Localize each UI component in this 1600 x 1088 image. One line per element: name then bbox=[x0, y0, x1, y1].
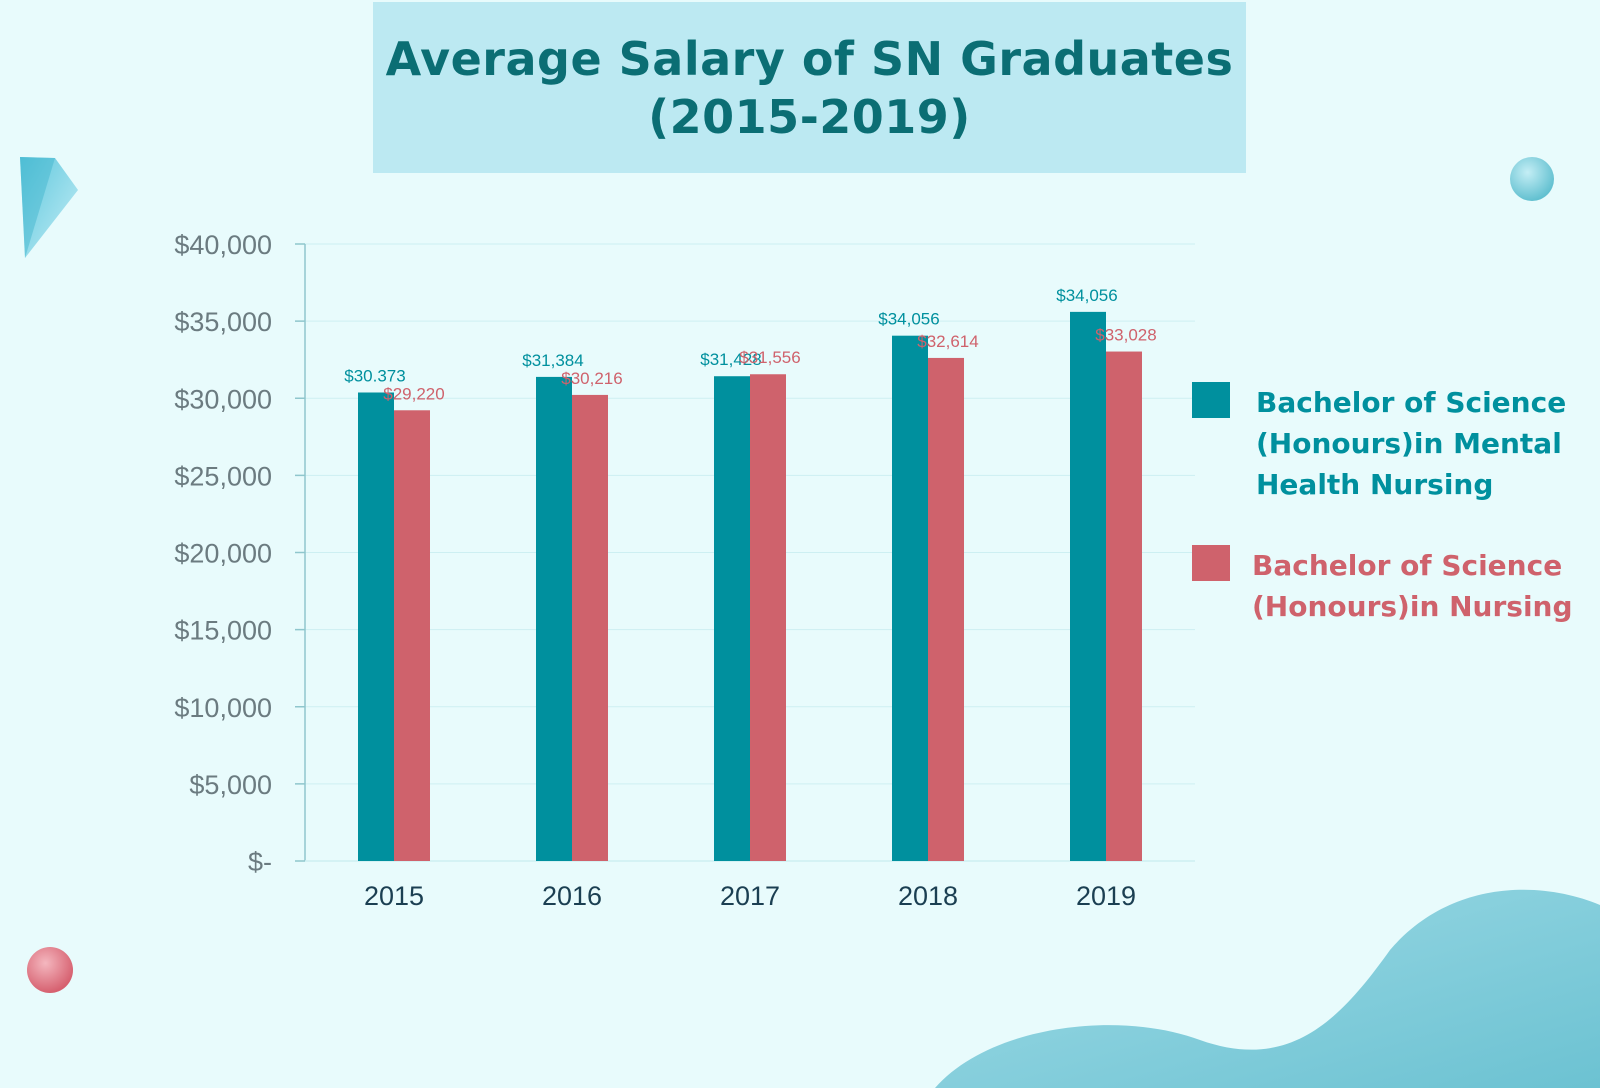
decorative-pink-ball bbox=[27, 947, 73, 993]
bar-mental-health-2017 bbox=[714, 376, 750, 861]
x-tick-label-2018: 2018 bbox=[898, 881, 958, 911]
bar-nursing-2018 bbox=[928, 358, 964, 861]
bar-mental-health-2018 bbox=[892, 336, 928, 861]
y-tick-label: $30,000 bbox=[174, 384, 272, 414]
y-tick-label: $40,000 bbox=[174, 230, 272, 260]
value-label-nursing-2018: $32,614 bbox=[917, 332, 978, 351]
legend-label-nursing: Bachelor of Science (Honours)in Nursing bbox=[1252, 545, 1582, 627]
value-label-mental-health-2016: $31,384 bbox=[522, 351, 583, 370]
x-tick-label-2016: 2016 bbox=[542, 881, 602, 911]
y-tick-label: $10,000 bbox=[174, 693, 272, 723]
value-label-mental-health-2018: $34,056 bbox=[878, 310, 939, 329]
bar-mental-health-2019 bbox=[1070, 312, 1106, 861]
bar-mental-health-2015 bbox=[358, 392, 394, 861]
bar-nursing-2017 bbox=[750, 374, 786, 861]
bars bbox=[358, 312, 1142, 861]
y-tick-label: $5,000 bbox=[189, 770, 272, 800]
y-tick-label: $35,000 bbox=[174, 307, 272, 337]
value-label-nursing-2017: $31,556 bbox=[739, 348, 800, 367]
bar-nursing-2016 bbox=[572, 395, 608, 861]
legend-swatch-mental-health bbox=[1192, 382, 1230, 418]
y-tick-labels: $- $5,000 $10,000 $15,000 $20,000 $25,000 $30,… bbox=[174, 230, 272, 877]
x-tick-label-2019: 2019 bbox=[1076, 881, 1136, 911]
bar-chart: $- $5,000 $10,000 $15,000 $20,000 $25,000 $30,… bbox=[0, 0, 1600, 1088]
bar-nursing-2015 bbox=[394, 410, 430, 861]
value-label-mental-health-2015: $30.373 bbox=[344, 366, 405, 385]
y-tick-label: $- bbox=[248, 847, 272, 877]
bar-mental-health-2016 bbox=[536, 377, 572, 861]
value-label-mental-health-2019: $34,056 bbox=[1056, 286, 1117, 305]
x-tick-label-2015: 2015 bbox=[364, 881, 424, 911]
value-label-nursing-2016: $30,216 bbox=[561, 369, 622, 388]
value-label-nursing-2015: $29,220 bbox=[383, 384, 444, 403]
y-tick-label: $25,000 bbox=[174, 461, 272, 491]
legend-item-mental-health: Bachelor of Science (Honours)in Mental H… bbox=[1192, 382, 1586, 505]
legend-swatch-nursing bbox=[1192, 545, 1230, 581]
y-tick-label: $15,000 bbox=[174, 616, 272, 646]
decorative-blue-ball bbox=[1510, 157, 1554, 201]
decorative-wave bbox=[935, 890, 1600, 1088]
bar-nursing-2019 bbox=[1106, 352, 1142, 861]
legend-item-nursing: Bachelor of Science (Honours)in Nursing bbox=[1192, 545, 1582, 627]
x-tick-label-2017: 2017 bbox=[720, 881, 780, 911]
legend-label-mental-health: Bachelor of Science (Honours)in Mental H… bbox=[1256, 382, 1586, 505]
value-label-nursing-2019: $33,028 bbox=[1095, 326, 1156, 345]
y-tick-label: $20,000 bbox=[174, 539, 272, 569]
x-tick-labels: 2015 2016 2017 2018 2019 bbox=[364, 881, 1136, 911]
